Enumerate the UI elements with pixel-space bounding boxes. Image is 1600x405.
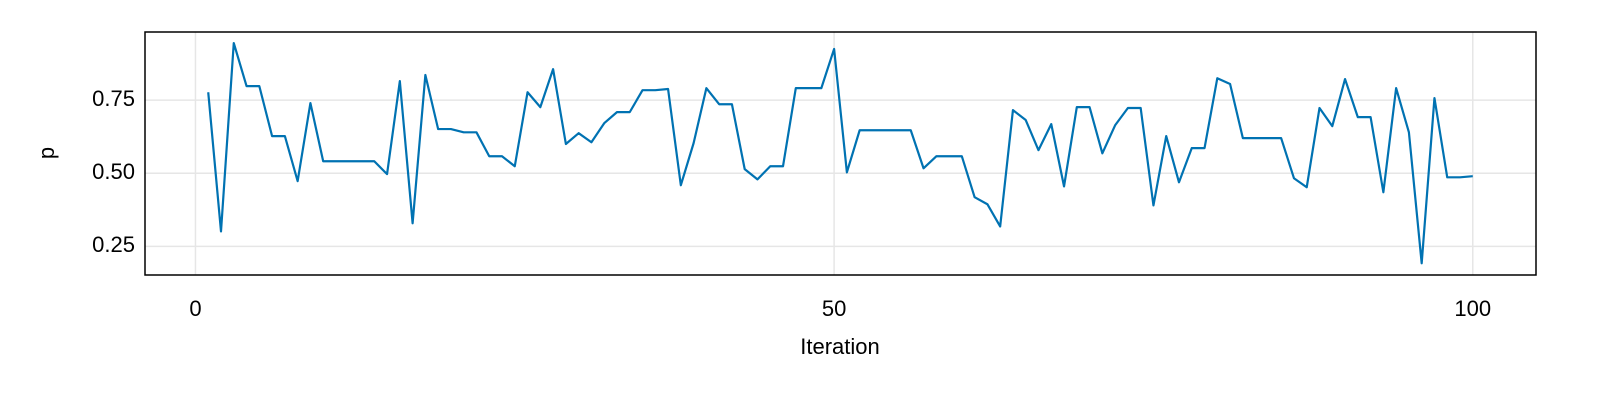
y-axis-label: p (34, 147, 59, 159)
y-tick-label: 0.50 (92, 159, 135, 184)
x-axis-label: Iteration (800, 334, 880, 359)
x-tick-label: 0 (189, 296, 201, 321)
plot-frame (144, 31, 1537, 276)
y-tick-label: 0.75 (92, 86, 135, 111)
data-line (207, 42, 1473, 265)
y-tick-label: 0.25 (92, 232, 135, 257)
x-tick-label: 50 (822, 296, 846, 321)
x-tick-label: 100 (1454, 296, 1491, 321)
